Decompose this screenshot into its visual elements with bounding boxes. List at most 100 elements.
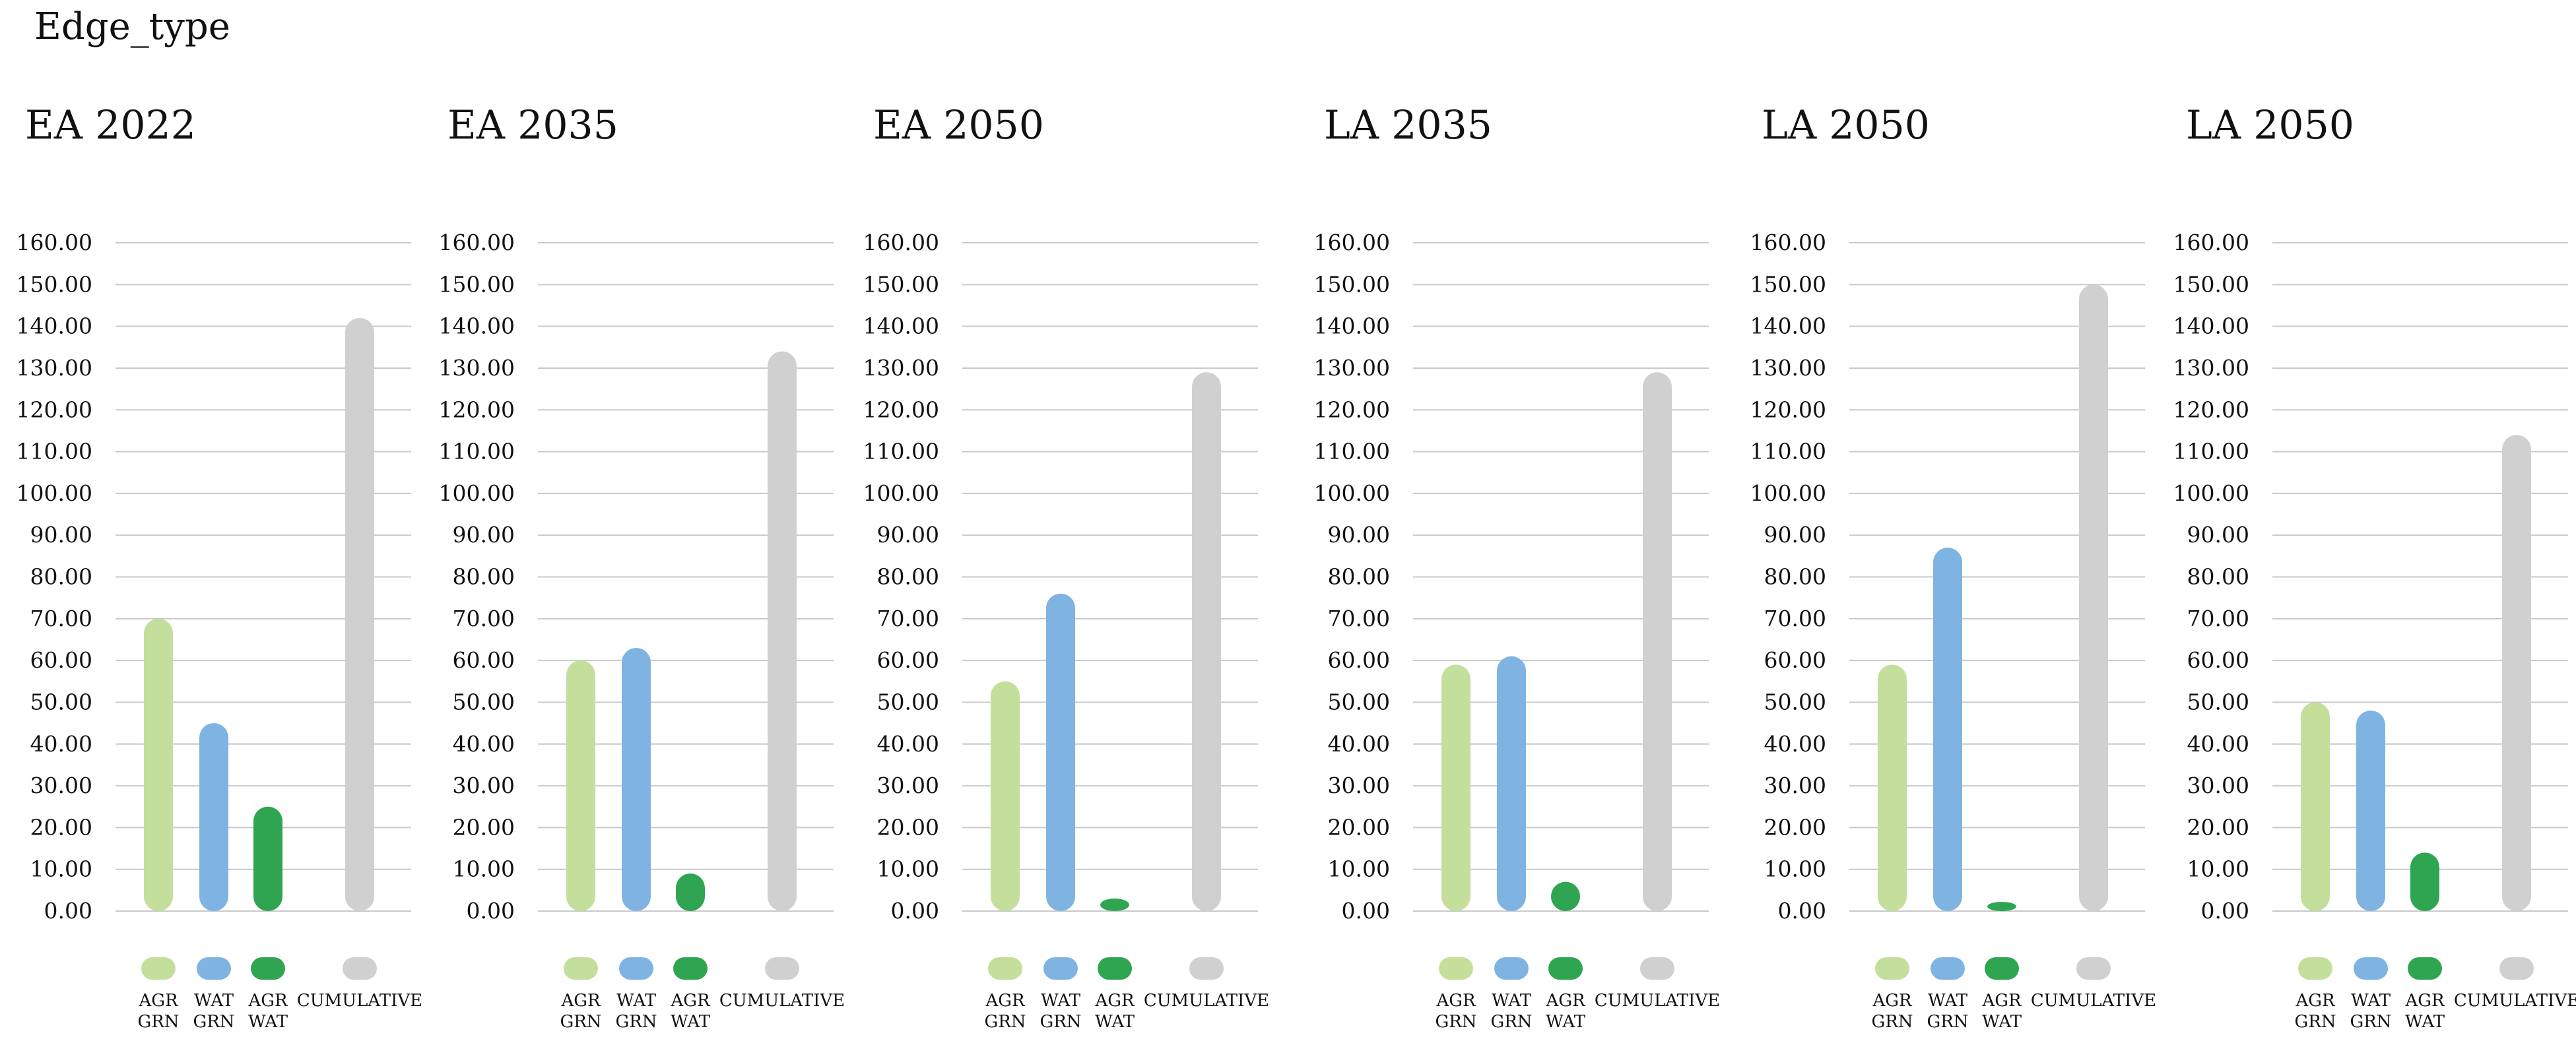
- y-tick-label: 60.00: [1328, 647, 1390, 673]
- legend-label: GRN: [560, 1012, 601, 1032]
- legend-swatch-agr-wat: [1548, 957, 1583, 980]
- y-tick-label: 10.00: [2187, 856, 2249, 882]
- chart-panel-2: EA 2035 0.00 10.00 20.00 30.00 40.00 50.00 60.0…: [439, 102, 845, 1032]
- y-tick-label: 0.00: [891, 898, 939, 924]
- bar-wat-grn: [1497, 656, 1526, 911]
- y-tick-label: 50.00: [877, 689, 939, 714]
- y-tick-label: 40.00: [1328, 731, 1390, 757]
- y-tick-label: 30.00: [453, 773, 515, 798]
- y-tick-label: 130.00: [863, 355, 939, 381]
- y-tick-label: 120.00: [1750, 396, 1826, 422]
- y-tick-label: 160.00: [863, 230, 939, 255]
- legend-label: GRN: [193, 1012, 234, 1032]
- y-tick-label: 20.00: [1328, 814, 1390, 840]
- legend-label: CUMULATIVE: [297, 991, 422, 1011]
- legend-label: WAT: [194, 991, 234, 1011]
- bar-cumulative: [1192, 372, 1221, 911]
- legend-swatch-wat-grn: [619, 957, 653, 980]
- y-tick-label: 110.00: [2173, 439, 2249, 464]
- y-tick-label: 70.00: [1328, 606, 1390, 631]
- y-tick-label: 80.00: [1764, 564, 1826, 590]
- y-tick-label: 0.00: [44, 898, 92, 924]
- y-tick-label: 130.00: [1750, 355, 1826, 381]
- y-tick-label: 120.00: [2173, 396, 2249, 422]
- y-tick-label: 0.00: [1778, 898, 1826, 924]
- y-tick-label: 50.00: [453, 689, 515, 714]
- legend-label: AGR: [1545, 991, 1586, 1011]
- y-tick-label: 30.00: [1328, 773, 1390, 798]
- y-tick-label: 70.00: [877, 606, 939, 631]
- y-tick-label: 60.00: [2187, 647, 2249, 673]
- bar-agr-wat: [253, 806, 282, 911]
- y-tick-label: 140.00: [2173, 313, 2249, 339]
- legend-label: GRN: [2294, 1012, 2336, 1032]
- legend-label: GRN: [1871, 1012, 1913, 1032]
- legend-swatch-agr-wat: [1098, 957, 1132, 980]
- y-tick-label: 70.00: [30, 606, 92, 631]
- y-tick-label: 20.00: [453, 814, 515, 840]
- y-tick-label: 110.00: [863, 439, 939, 464]
- y-tick-label: 90.00: [30, 522, 92, 548]
- y-tick-label: 160.00: [1750, 230, 1826, 255]
- y-tick-label: 90.00: [1764, 522, 1826, 548]
- y-tick-label: 160.00: [439, 230, 515, 255]
- y-tick-label: 80.00: [877, 564, 939, 590]
- legend-label: GRN: [615, 1012, 657, 1032]
- legend-swatch-cumulative: [2076, 957, 2111, 980]
- y-tick-label: 30.00: [30, 773, 92, 798]
- y-tick-label: 100.00: [2173, 480, 2249, 506]
- y-tick-label: 70.00: [453, 606, 515, 631]
- legend-label: WAT: [1982, 1012, 2022, 1032]
- legend-swatch-cumulative: [2499, 957, 2534, 980]
- legend-label: CUMULATIVE: [719, 991, 845, 1011]
- bar-wat-grn: [1046, 593, 1075, 911]
- y-tick-label: 90.00: [877, 522, 939, 548]
- bar-agr-wat: [676, 873, 705, 911]
- y-tick-label: 130.00: [439, 355, 515, 381]
- legend-swatch-cumulative: [343, 957, 377, 980]
- y-tick-label: 140.00: [17, 313, 92, 339]
- y-tick-label: 110.00: [1750, 439, 1826, 464]
- bar-wat-grn: [1933, 548, 1962, 911]
- y-tick-label: 80.00: [1328, 564, 1390, 590]
- legend-label: WAT: [2351, 991, 2391, 1011]
- y-tick-label: 150.00: [1314, 271, 1390, 297]
- y-tick-label: 80.00: [453, 564, 515, 590]
- bar-cumulative: [768, 351, 797, 911]
- y-tick-label: 50.00: [1328, 689, 1390, 714]
- legend-swatch-cumulative: [1640, 957, 1674, 980]
- legend-swatch-agr-wat: [2408, 957, 2442, 980]
- legend-label: WAT: [1546, 1012, 1586, 1032]
- legend-swatch-agr-grn: [988, 957, 1022, 980]
- y-tick-label: 130.00: [1314, 355, 1390, 381]
- y-tick-label: 50.00: [1764, 689, 1826, 714]
- y-tick-label: 0.00: [1342, 898, 1390, 924]
- bar-agr-wat: [1987, 902, 2016, 911]
- legend-swatch-wat-grn: [1043, 957, 1078, 980]
- legend-label: WAT: [1095, 1012, 1135, 1032]
- legend-label: WAT: [616, 991, 657, 1011]
- legend-label: AGR: [138, 991, 179, 1011]
- legend-swatch-agr-grn: [1875, 957, 1909, 980]
- y-tick-label: 160.00: [17, 230, 92, 255]
- chart-panel-5: LA 2050 0.00 10.00 20.00 30.00 40.00 50.00 60.0…: [1750, 102, 2157, 1032]
- chart-panel-1: EA 2022 0.00 10.00 20.00 30.00 40.00 50.00 60.0…: [17, 102, 423, 1032]
- legend-label: WAT: [248, 1012, 288, 1032]
- legend-label: AGR: [985, 991, 1026, 1011]
- y-tick-label: 30.00: [877, 773, 939, 798]
- bar-wat-grn: [2356, 711, 2385, 911]
- y-tick-label: 40.00: [2187, 731, 2249, 757]
- y-tick-label: 150.00: [863, 271, 939, 297]
- legend-label: WAT: [1928, 991, 1968, 1011]
- page-title: Edge_type: [34, 5, 230, 48]
- bar-cumulative: [1643, 372, 1672, 911]
- chart-title: EA 2050: [873, 102, 1044, 148]
- y-tick-label: 40.00: [1764, 731, 1826, 757]
- y-tick-label: 60.00: [877, 647, 939, 673]
- legend-swatch-cumulative: [1189, 957, 1224, 980]
- bar-agr-grn: [991, 681, 1020, 911]
- y-tick-label: 10.00: [1764, 856, 1826, 882]
- y-tick-label: 90.00: [2187, 522, 2249, 548]
- y-tick-label: 20.00: [877, 814, 939, 840]
